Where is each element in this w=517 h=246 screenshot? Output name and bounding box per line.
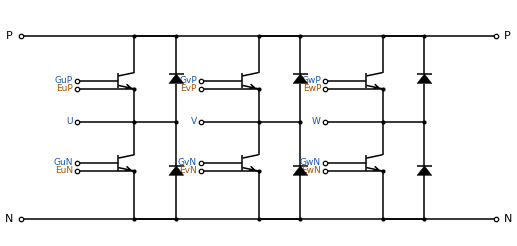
Polygon shape: [293, 74, 308, 83]
Text: GvP: GvP: [179, 76, 197, 85]
Polygon shape: [169, 74, 184, 83]
Text: U: U: [66, 117, 73, 126]
Text: EuN: EuN: [55, 167, 73, 175]
Text: EvN: EvN: [179, 167, 197, 175]
Text: P: P: [504, 31, 511, 41]
Text: GuP: GuP: [55, 76, 73, 85]
Polygon shape: [417, 166, 432, 175]
Text: N: N: [504, 215, 512, 224]
Text: EvP: EvP: [180, 84, 197, 93]
Text: N: N: [5, 215, 13, 224]
Text: EuP: EuP: [56, 84, 73, 93]
Polygon shape: [293, 166, 308, 175]
Text: GvN: GvN: [178, 158, 197, 167]
Text: GuN: GuN: [53, 158, 73, 167]
Polygon shape: [169, 166, 184, 175]
Text: EwN: EwN: [301, 167, 321, 175]
Text: V: V: [191, 117, 197, 126]
Text: P: P: [6, 31, 13, 41]
Text: EwP: EwP: [302, 84, 321, 93]
Text: GwP: GwP: [301, 76, 321, 85]
Polygon shape: [417, 74, 432, 83]
Text: GwN: GwN: [300, 158, 321, 167]
Text: W: W: [312, 117, 321, 126]
